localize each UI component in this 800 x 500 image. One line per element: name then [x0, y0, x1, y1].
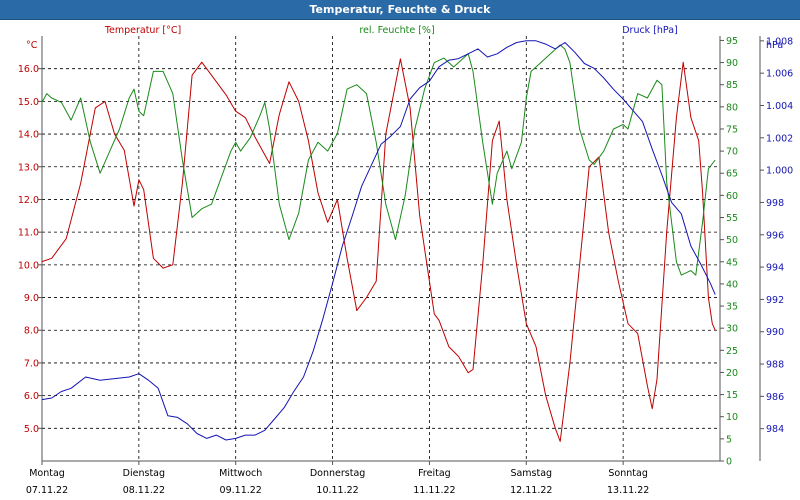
middle-tick-label: 30: [726, 324, 738, 335]
left-tick-label: 15.0: [18, 97, 39, 108]
right-tick-label: 1.006: [766, 69, 793, 80]
middle-tick-label: 20: [726, 368, 738, 379]
middle-tick-label: 85: [726, 80, 738, 91]
x-label-date: 10.11.22: [316, 485, 358, 496]
middle-tick-label: 5: [726, 434, 732, 445]
right-tick-label: 996: [766, 230, 784, 241]
pressure-line: [41, 40, 716, 441]
window-title: Temperatur, Feuchte & Druck: [0, 0, 800, 19]
x-label-date: 11.11.22: [413, 485, 455, 496]
left-tick-label: 16.0: [18, 64, 39, 75]
left-axis-unit: °C: [26, 40, 38, 51]
right-tick-label: 988: [766, 360, 784, 371]
middle-tick-label: 35: [726, 302, 738, 313]
right-tick-label: 990: [766, 327, 784, 338]
middle-tick-label: 55: [726, 213, 738, 224]
left-tick-label: 9.0: [24, 293, 39, 304]
middle-tick-label: 70: [726, 147, 738, 158]
left-tick-label: 8.0: [24, 326, 39, 337]
x-label-day: Sonntag: [608, 468, 647, 479]
middle-tick-label: 0: [726, 457, 732, 468]
x-label-date: 07.11.22: [26, 485, 68, 496]
x-label-day: Freitag: [418, 468, 451, 479]
x-label-day: Montag: [29, 468, 65, 479]
x-label-date: 08.11.22: [123, 485, 165, 496]
middle-tick-label: 40: [726, 279, 738, 290]
left-tick-label: 10.0: [18, 260, 39, 271]
right-tick-label: 998: [766, 198, 784, 209]
left-tick-label: 14.0: [18, 130, 39, 141]
middle-tick-label: 15: [726, 390, 738, 401]
legend-pressure: Druck [hPa]: [622, 25, 678, 36]
middle-tick-label: 80: [726, 102, 738, 113]
right-tick-label: 986: [766, 392, 784, 403]
left-tick-label: 6.0: [24, 391, 39, 402]
right-tick-label: 1.002: [766, 133, 793, 144]
x-label-date: 12.11.22: [510, 485, 552, 496]
humidity-line: [41, 44, 716, 276]
right-tick-label: 992: [766, 295, 784, 306]
right-tick-label: 1.004: [766, 101, 793, 112]
right-tick-label: 1.008: [766, 36, 793, 47]
left-tick-label: 13.0: [18, 162, 39, 173]
x-label-day: Mittwoch: [219, 468, 262, 479]
left-tick-label: 5.0: [24, 424, 39, 435]
x-label-day: Donnerstag: [310, 468, 365, 479]
right-tick-label: 984: [766, 424, 784, 435]
middle-tick-label: 90: [726, 58, 738, 69]
middle-tick-label: 60: [726, 191, 738, 202]
temperature-line: [41, 58, 716, 442]
middle-tick-label: 65: [726, 169, 738, 180]
legend-temperature: Temperatur [°C]: [104, 25, 181, 36]
middle-tick-label: 45: [726, 257, 738, 268]
middle-tick-label: 75: [726, 124, 738, 135]
left-tick-label: 12.0: [18, 195, 39, 206]
x-label-date: 09.11.22: [220, 485, 262, 496]
middle-tick-label: 50: [726, 235, 738, 246]
x-label-day: Samstag: [510, 468, 552, 479]
middle-tick-label: 10: [726, 412, 738, 423]
x-label-day: Dienstag: [123, 468, 165, 479]
x-label-date: 13.11.22: [607, 485, 649, 496]
middle-tick-label: 95: [726, 36, 738, 47]
right-axis-unit: hPa: [766, 40, 783, 51]
middle-tick-label: 25: [726, 346, 738, 357]
left-tick-label: 11.0: [18, 228, 39, 239]
legend-humidity: rel. Feuchte [%]: [359, 25, 434, 36]
right-tick-label: 1.000: [766, 166, 793, 177]
right-tick-label: 994: [766, 263, 784, 274]
left-tick-label: 7.0: [24, 358, 39, 369]
